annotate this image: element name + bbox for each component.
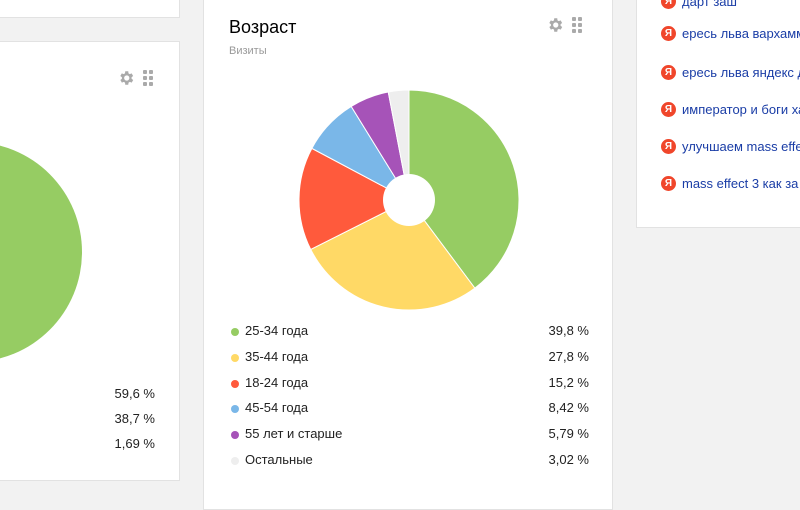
yandex-icon: Я — [661, 25, 676, 41]
pie-slice[interactable] — [408, 89, 520, 289]
pie-slice-partial — [0, 145, 82, 359]
legend-label: Остальные — [245, 451, 313, 467]
legend-color-dot — [231, 353, 239, 362]
legend-color-dot — [231, 431, 239, 440]
legend-value: 8,42 % — [548, 400, 589, 416]
search-phrase-link[interactable]: Я дарт заш — [661, 0, 737, 11]
yandex-icon: Я — [661, 64, 676, 80]
legend-color-dot — [231, 328, 239, 336]
legend-item[interactable]: 45-54 года 8,42 % — [229, 398, 589, 424]
search-phrase-text: ересь льва вархамм — [682, 25, 800, 41]
search-phrase-text: mass effect 3 как за — [682, 175, 799, 191]
legend-item[interactable]: 55 лет и старше 5,79 % — [229, 424, 589, 450]
partial-widget-card-top-left — [0, 0, 180, 18]
pie-hole — [383, 174, 435, 226]
legend-value: 1,69 % — [114, 436, 155, 451]
legend-value: 27,8 % — [548, 348, 589, 364]
widget-subtitle: Визиты — [229, 45, 267, 57]
gear-icon[interactable] — [546, 16, 564, 34]
legend-color-dot — [231, 405, 239, 414]
legend-item[interactable]: Остальные 3,02 % — [229, 450, 589, 476]
search-phrase-link[interactable]: Я ересь льва вархамм — [661, 23, 800, 43]
gear-icon[interactable] — [117, 69, 135, 87]
partial-pie-chart — [0, 145, 82, 359]
legend-values: 59,6 % 38,7 % 1,69 % — [115, 386, 155, 461]
search-phrase-text: улучшаем mass effe — [682, 138, 800, 154]
legend-label: 35-44 года — [245, 348, 309, 364]
widget-title: Возраст — [229, 17, 297, 37]
legend-item[interactable]: 18-24 года 15,2 % — [229, 373, 589, 399]
legend-item[interactable]: 25-34 года 39,8 % — [229, 321, 589, 347]
chart-legend: 25-34 года 39,8 % 35-44 года 27,8 % 18-2… — [229, 321, 589, 476]
search-phrases-widget: Я дарт заш Я ересь льва вархамм Я ересь … — [636, 0, 800, 228]
yandex-icon: Я — [661, 175, 676, 191]
drag-handle-icon[interactable] — [572, 17, 582, 33]
partial-widget-card-left: 59,6 % 38,7 % 1,69 % — [0, 41, 180, 481]
widget-controls — [117, 69, 153, 87]
legend-value: 39,8 % — [548, 323, 589, 338]
yandex-icon: Я — [661, 138, 676, 154]
pie-slice[interactable] — [387, 89, 410, 201]
widget-controls — [546, 16, 582, 34]
age-widget: Возраст Визиты 25-34 года 39,8 % 35-44 г… — [203, 0, 613, 510]
search-phrase-link[interactable]: Я ересь льва яндекс д — [661, 62, 800, 82]
drag-handle-icon[interactable] — [143, 70, 153, 86]
yandex-icon: Я — [661, 101, 676, 117]
search-phrase-text: ересь льва яндекс д — [682, 64, 800, 80]
legend-value: 3,02 % — [548, 451, 589, 467]
legend-label: 45-54 года — [245, 400, 309, 416]
legend-color-dot — [231, 379, 239, 388]
legend-value: 5,79 % — [548, 426, 589, 442]
legend-value: 59,6 % — [114, 386, 155, 401]
search-phrase-text: император и боги ха — [682, 101, 800, 117]
legend-label: 25-34 года — [245, 323, 309, 338]
legend-label: 55 лет и старше — [245, 426, 343, 442]
yandex-icon: Я — [661, 0, 676, 9]
pie-slice[interactable] — [310, 199, 476, 311]
search-phrase-link[interactable]: Я улучшаем mass effe — [661, 136, 800, 156]
legend-item[interactable]: 35-44 года 27,8 % — [229, 347, 589, 373]
legend-label: 18-24 года — [245, 374, 309, 390]
search-phrase-link[interactable]: Я mass effect 3 как за — [661, 173, 798, 193]
age-pie-chart — [298, 89, 520, 311]
legend-value: 38,7 % — [114, 411, 155, 426]
legend-color-dot — [231, 456, 239, 465]
legend-value: 15,2 % — [548, 374, 589, 390]
search-phrase-text: дарт заш — [682, 0, 737, 9]
search-phrase-link[interactable]: Я император и боги ха — [661, 99, 800, 119]
pie-slice[interactable] — [298, 147, 411, 251]
